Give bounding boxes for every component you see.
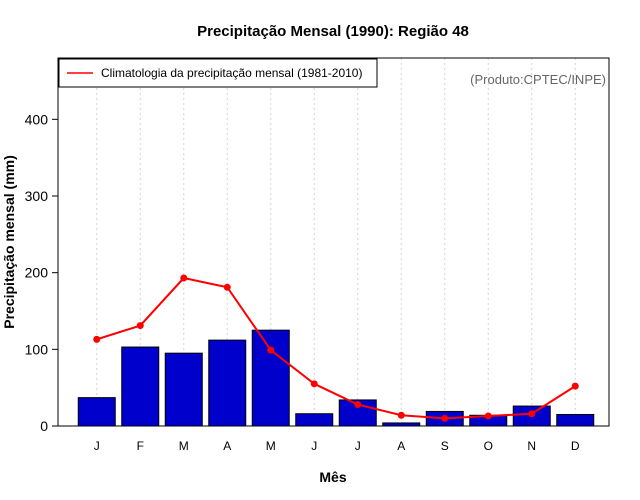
x-tick-label: A — [223, 439, 231, 453]
x-tick-label: F — [137, 439, 144, 453]
climatology-point — [485, 413, 492, 420]
legend: Climatologia da precipitação mensal (198… — [59, 59, 377, 87]
y-tick-label: 100 — [25, 341, 49, 357]
climatology-point — [267, 347, 274, 354]
x-tick-label: J — [355, 439, 361, 453]
bar — [557, 415, 594, 427]
y-tick-label: 0 — [40, 418, 48, 434]
bar — [165, 353, 202, 426]
climatology-point — [180, 275, 187, 282]
y-tick-label: 400 — [25, 111, 49, 127]
climatology-point — [137, 322, 144, 329]
bars — [78, 330, 594, 426]
legend-entry-climatology: Climatologia da precipitação mensal (198… — [101, 66, 362, 80]
x-tick-label: J — [311, 439, 317, 453]
climatology-point — [354, 401, 361, 408]
x-tick-label: M — [179, 439, 189, 453]
climatology-point — [572, 383, 579, 390]
climatology-point — [398, 412, 405, 419]
climatology-point — [311, 380, 318, 387]
x-tick-label: J — [94, 439, 100, 453]
bar — [209, 340, 246, 426]
x-tick-label: O — [484, 439, 493, 453]
bar — [78, 398, 115, 426]
climatology-point — [224, 284, 231, 291]
bar — [122, 347, 159, 426]
x-tick-label: D — [571, 439, 580, 453]
y-tick-label: 300 — [25, 188, 49, 204]
x-tick-label: N — [527, 439, 536, 453]
chart-title: Precipitação Mensal (1990): Região 48 — [197, 23, 469, 40]
chart: Precipitação Mensal (1990): Região 48 0 1… — [0, 0, 640, 500]
x-tick-label: M — [266, 439, 276, 453]
y-axis-label: Precipitação mensal (mm) — [1, 155, 17, 329]
climatology-point — [528, 410, 535, 417]
climatology-point — [441, 415, 448, 422]
climatology-point — [93, 336, 100, 343]
y-axis: 0 100 200 300 400 — [25, 111, 58, 434]
bar — [252, 330, 289, 426]
x-tick-label: A — [397, 439, 405, 453]
credit-text: (Produto:CPTEC/INPE) — [470, 72, 606, 87]
x-tick-label: S — [441, 439, 449, 453]
x-axis-label: Mês — [319, 469, 346, 485]
bar — [296, 414, 333, 426]
y-tick-label: 200 — [25, 265, 49, 281]
